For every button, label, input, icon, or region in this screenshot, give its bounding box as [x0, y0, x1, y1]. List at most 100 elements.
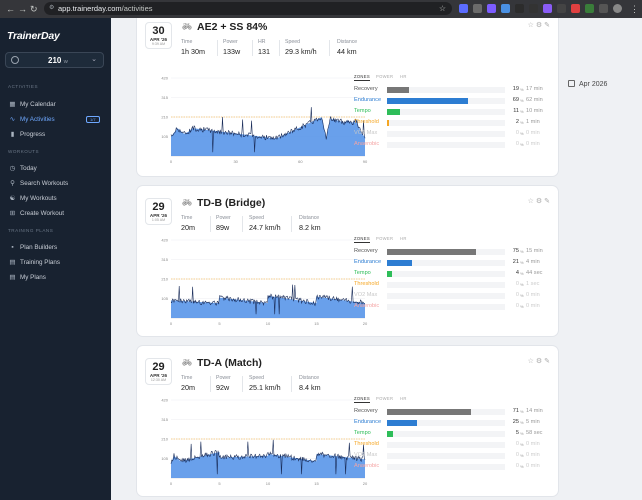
- power-chart: 105 210 315 420 0 5 10 15 20: [161, 398, 368, 487]
- nav-label: Plan Builders: [20, 244, 58, 251]
- zone-track: [387, 304, 505, 310]
- reload-icon[interactable]: ↻: [30, 4, 38, 14]
- extension-icon[interactable]: [459, 4, 468, 13]
- tab-hr[interactable]: HR: [400, 236, 407, 241]
- zone-row: Recovery 71% 14 min: [354, 406, 552, 417]
- extension-icon[interactable]: [529, 4, 538, 13]
- activity-card[interactable]: 29 APR '26 1:05 AM 🚲︎ TD-B (Bridge) Time…: [137, 186, 558, 336]
- strava-link-icon[interactable]: ⚙: [535, 22, 543, 29]
- activity-card[interactable]: 30 APR '26 9:39 AM 🚲︎ AE2 + SS 84% Time 1…: [137, 18, 558, 176]
- tab-zones[interactable]: ZONES: [354, 74, 370, 81]
- activity-card[interactable]: 29 APR '26 12:30 AM 🚲︎ TD-A (Match) Time…: [137, 346, 558, 496]
- zone-row: Endurance 25% 5 min: [354, 417, 552, 428]
- activity-title[interactable]: TD-B (Bridge): [197, 197, 266, 209]
- app-logo[interactable]: TrainerDay: [7, 30, 60, 42]
- date-month: APR '26: [149, 213, 168, 218]
- zone-track: [387, 142, 505, 148]
- nav-progress[interactable]: ▮ Progress: [0, 128, 111, 141]
- edit-icon[interactable]: ✎: [544, 22, 550, 29]
- tab-power[interactable]: POWER: [376, 396, 394, 401]
- y-tick-label: 420: [161, 76, 168, 81]
- nav-label: My Workouts: [20, 195, 57, 202]
- zone-track: [387, 409, 505, 415]
- edit-icon[interactable]: ✎: [544, 358, 550, 365]
- star-icon[interactable]: ☆: [527, 198, 534, 205]
- edit-icon[interactable]: ✎: [544, 198, 550, 205]
- zone-name: Tempo: [354, 270, 371, 276]
- strava-link-icon[interactable]: ⚙: [535, 358, 543, 365]
- profile-avatar[interactable]: [613, 4, 622, 13]
- zone-percent: 0: [515, 130, 519, 136]
- back-icon[interactable]: ←: [6, 4, 15, 14]
- y-tick-label: 315: [161, 417, 168, 422]
- star-icon[interactable]: ☆: [527, 358, 534, 365]
- extension-icon[interactable]: [501, 4, 510, 13]
- extension-icon[interactable]: [585, 4, 594, 13]
- zone-name: Recovery: [354, 248, 378, 254]
- nav-create-workout[interactable]: ⊞ Create Workout: [0, 207, 111, 220]
- activity-title[interactable]: TD-A (Match): [197, 357, 262, 369]
- nav-my-workouts[interactable]: ☯ My Workouts: [0, 192, 111, 205]
- y-tick-label: 105: [161, 134, 168, 139]
- nav-my-activities[interactable]: ∿ My Activities 1/7: [0, 113, 111, 126]
- nav-training-plans[interactable]: ▤ Training Plans: [0, 256, 111, 269]
- x-tick-label: 60: [298, 159, 303, 164]
- nav-search-workouts[interactable]: ⚲ Search Workouts: [0, 177, 111, 190]
- browser-toolbar: ← → ↻ ⚙ app.trainerday.com/activities ☆ …: [0, 0, 642, 18]
- actual-power-line: [170, 107, 366, 153]
- nav-today[interactable]: ◷ Today: [0, 162, 111, 175]
- tab-zones[interactable]: ZONES: [354, 396, 370, 403]
- extension-icon[interactable]: [543, 4, 552, 13]
- nav-my-calendar[interactable]: ▦ My Calendar: [0, 98, 111, 111]
- url-host: app.trainerday.com: [58, 4, 122, 13]
- ftp-selector[interactable]: 210 W ⌄: [5, 52, 104, 68]
- zone-track: [387, 260, 505, 266]
- zone-name: Recovery: [354, 86, 378, 92]
- star-icon[interactable]: ☆: [527, 22, 534, 29]
- zone-row: Anaerobic 0% 0 min: [354, 301, 552, 312]
- extension-icon[interactable]: [515, 4, 524, 13]
- extensions-puzzle-icon[interactable]: [599, 4, 608, 13]
- nav-label: Today: [20, 165, 37, 172]
- tab-zones[interactable]: ZONES: [354, 236, 370, 243]
- x-tick-label: 20: [363, 321, 368, 326]
- tab-hr[interactable]: HR: [400, 74, 407, 79]
- tab-power[interactable]: POWER: [376, 74, 394, 79]
- x-tick-label: 15: [314, 321, 319, 326]
- bookmark-star-icon[interactable]: ☆: [438, 4, 446, 13]
- activity-title[interactable]: AE2 + SS 84%: [197, 21, 268, 33]
- zone-time: 14 min: [526, 408, 543, 414]
- site-info-icon[interactable]: ⚙: [49, 5, 55, 11]
- activity-date: 30 APR '26 9:39 AM: [145, 22, 172, 49]
- nav-label: Search Workouts: [20, 180, 69, 187]
- activity-actions: ☆ ⚙ ✎: [528, 197, 550, 205]
- extension-icon[interactable]: [571, 4, 580, 13]
- nav-my-plans[interactable]: ▤ My Plans: [0, 271, 111, 284]
- sidebar: TrainerDay 210 W ⌄ ACTIVITIES ▦ My Calen…: [0, 18, 111, 500]
- zone-percent: 19: [512, 86, 519, 92]
- zone-name: Tempo: [354, 108, 371, 114]
- y-tick-label: 315: [161, 95, 168, 100]
- zone-tabs: ZONES POWER HR: [354, 236, 552, 243]
- extension-icon[interactable]: [487, 4, 496, 13]
- actual-power-line: [170, 439, 366, 475]
- strava-link-icon[interactable]: ⚙: [535, 198, 543, 205]
- zone-row: Recovery 75% 15 min: [354, 246, 552, 257]
- zone-row: Recovery 19% 17 min: [354, 84, 552, 95]
- tab-power[interactable]: POWER: [376, 236, 394, 241]
- percent-sign: %: [520, 260, 524, 265]
- zone-time: 44 sec: [526, 270, 543, 276]
- browser-menu-icon[interactable]: ⋮: [630, 4, 639, 14]
- zone-row: Tempo 4% 44 sec: [354, 268, 552, 279]
- nav-plan-builders[interactable]: ▪ Plan Builders: [0, 241, 111, 254]
- percent-sign: %: [520, 249, 524, 254]
- zones-panel: ZONES POWER HR Recovery 19% 17 min Endurance 69…: [354, 74, 552, 148]
- address-bar[interactable]: ⚙ app.trainerday.com/activities ☆: [44, 2, 452, 15]
- extension-icon[interactable]: [557, 4, 566, 13]
- ftp-gauge-icon: [11, 56, 19, 64]
- extension-icon[interactable]: [473, 4, 482, 13]
- tab-hr[interactable]: HR: [400, 396, 407, 401]
- forward-icon[interactable]: →: [18, 4, 27, 14]
- zone-tabs: ZONES POWER HR: [354, 74, 552, 81]
- zone-percent: 71: [512, 408, 519, 414]
